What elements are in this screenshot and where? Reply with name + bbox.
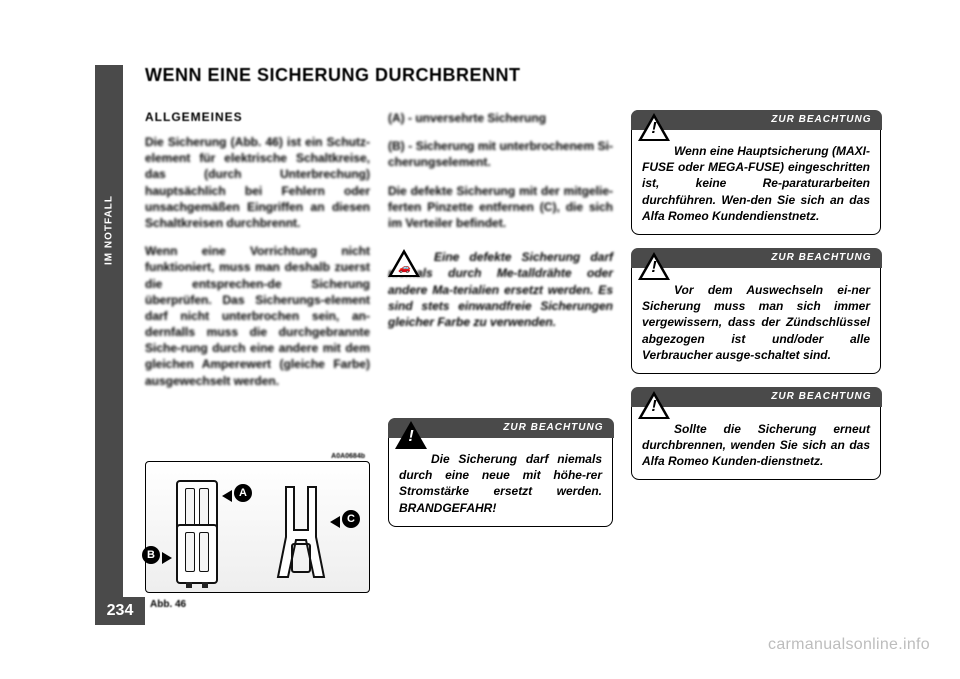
watermark: carmanualsonline.info xyxy=(768,636,930,654)
exclamation-icon: ! xyxy=(650,121,658,139)
notice-title: ZUR BEACHTUNG xyxy=(771,110,871,130)
figure: A B C xyxy=(145,461,370,593)
figure-badge-a: A xyxy=(234,484,252,502)
subheading: ALLGEMEINES xyxy=(145,110,370,124)
warning-icon: ! xyxy=(638,113,670,141)
arrow-left-icon xyxy=(330,516,340,528)
manual-page: IM NOTFALL 234 WENN EINE SICHERUNG DURCH… xyxy=(95,65,865,625)
notice-body: Sollte die Sicherung erneut durchbrennen… xyxy=(642,421,870,470)
warning-box: ZUR BEACHTUNG ! Sollte die Sicherung ern… xyxy=(631,388,881,481)
warning-icon: ! xyxy=(395,421,427,449)
warning-box: ZUR BEACHTUNG ! Vor dem Auswechseln ei-n… xyxy=(631,249,881,374)
sidebar-tab: IM NOTFALL xyxy=(95,65,123,625)
warning-glyph: 🚗 xyxy=(398,261,406,279)
notice-title: ZUR BEACHTUNG xyxy=(503,418,603,438)
arrow-right-icon xyxy=(162,552,172,564)
paragraph: (A) - unversehrte Sicherung xyxy=(388,110,613,126)
arrow-left-icon xyxy=(222,490,232,502)
car-icon: 🚗 xyxy=(388,249,426,281)
figure-ref: A0A0684b xyxy=(331,453,365,460)
exclamation-icon: ! xyxy=(650,399,658,417)
inline-notice: 🚗 Eine defekte Sicherung darf niemals du… xyxy=(388,249,613,330)
page-number: 234 xyxy=(95,597,145,625)
notice-body: Wenn eine Hauptsicherung (MAXI-FUSE oder… xyxy=(642,143,870,224)
figure-badge-c: C xyxy=(342,510,360,528)
figure-badge-b: B xyxy=(142,546,160,564)
notice-body: Die Sicherung darf niemals durch eine ne… xyxy=(399,451,602,516)
exclamation-icon: ! xyxy=(650,260,658,278)
fuse-pliers xyxy=(266,482,336,582)
notice-title: ZUR BEACHTUNG xyxy=(771,387,871,407)
warning-icon: ! xyxy=(638,252,670,280)
sidebar-label: IM NOTFALL xyxy=(95,65,123,285)
notice-body: Vor dem Auswechseln ei-ner Sicherung mus… xyxy=(642,282,870,363)
notice-title: ZUR BEACHTUNG xyxy=(771,248,871,268)
warning-icon: ! xyxy=(638,391,670,419)
exclamation-icon: ! xyxy=(407,429,415,447)
column-middle: (A) - unversehrte Sicherung (B) - Sicher… xyxy=(388,110,613,541)
page-heading: WENN EINE SICHERUNG DURCHBRENNT xyxy=(145,65,865,86)
column-right: ZUR BEACHTUNG ! Wenn eine Hauptsicherung… xyxy=(631,110,881,541)
paragraph: Die defekte Sicherung mit der mitgelie-f… xyxy=(388,183,613,232)
paragraph: Die Sicherung (Abb. 46) ist ein Schutz-e… xyxy=(145,134,370,231)
paragraph: Wenn eine Vorrichtung nicht funktioniert… xyxy=(145,243,370,389)
warning-box: ZUR BEACHTUNG ! Wenn eine Hauptsicherung… xyxy=(631,110,881,235)
fuse-blown xyxy=(176,524,218,584)
warning-box: ZUR BEACHTUNG ! Die Sicherung darf niema… xyxy=(388,418,613,527)
paragraph: (B) - Sicherung mit unterbrochenem Si-ch… xyxy=(388,138,613,170)
figure-label: Abb. 46 xyxy=(150,599,186,610)
